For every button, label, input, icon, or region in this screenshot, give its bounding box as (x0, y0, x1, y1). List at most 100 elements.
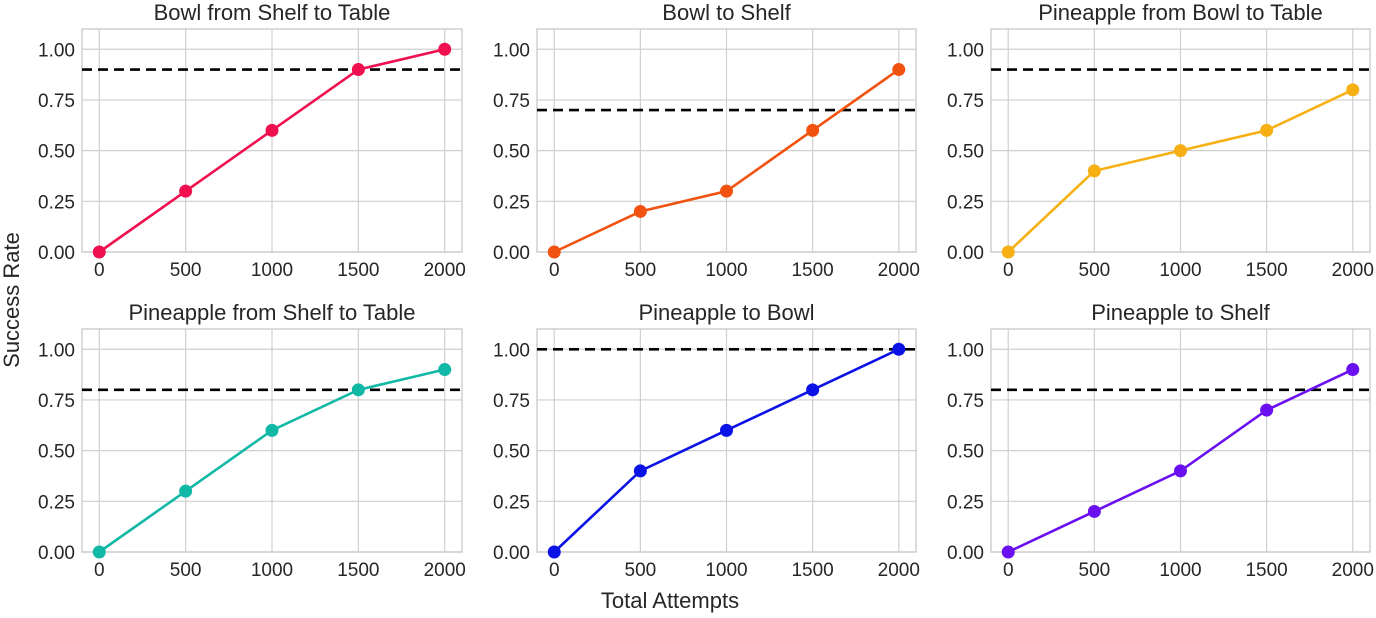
x-tick-label: 0 (94, 260, 105, 281)
data-point (1087, 504, 1101, 518)
y-tick-label: 0.00 (38, 243, 75, 264)
data-point (892, 63, 906, 77)
data-point (92, 545, 106, 559)
data-point (1260, 403, 1274, 417)
subplot-title: Pineapple to Shelf (1091, 300, 1270, 325)
y-tick-label: 0.00 (493, 243, 530, 264)
y-tick-label: 0.75 (38, 91, 75, 112)
axes-frame (81, 28, 463, 253)
data-point (720, 423, 733, 437)
x-tick-label: 500 (625, 260, 657, 281)
y-tick-label: 0.25 (38, 192, 75, 213)
x-tick-label: 2000 (1332, 260, 1374, 281)
axes-frame (990, 28, 1371, 253)
x-tick-label: 500 (170, 560, 202, 581)
subplot-title: Bowl from Shelf to Table (154, 0, 391, 25)
x-tick-label: 1000 (1159, 260, 1201, 281)
y-tick-label: 0.25 (493, 192, 530, 213)
y-tick-label: 0.00 (947, 543, 984, 564)
x-tick-label: 0 (1003, 560, 1014, 581)
x-tick-label: 1500 (791, 560, 833, 581)
subplot-4: 0 500 1000 1500 2000 0.00 0.25 0.50 0.75 1.00 Pine… (38, 300, 466, 581)
data-point (265, 423, 279, 437)
subplot-2: 0 500 1000 1500 2000 0.00 0.25 0.50 0.75 1.00 Bowl… (493, 0, 920, 281)
data-point (892, 342, 906, 356)
data-point (1001, 545, 1015, 559)
data-point (1260, 123, 1274, 137)
data-point (1174, 144, 1187, 158)
data-point (633, 464, 647, 478)
subplot-title: Pineapple from Shelf to Table (129, 300, 416, 325)
subplot-3: 0 500 1000 1500 2000 0.00 0.25 0.50 0.75 1.00 Pine… (947, 0, 1374, 281)
y-tick-label: 1.00 (493, 40, 530, 61)
y-tick-label: 0.25 (493, 492, 530, 513)
x-tick-label: 2000 (878, 560, 920, 581)
x-tick-label: 1000 (705, 560, 747, 581)
y-tick-label: 1.00 (38, 40, 75, 61)
x-tick-label: 500 (625, 560, 657, 581)
y-tick-label: 0.75 (947, 91, 984, 112)
y-tick-label: 1.00 (38, 340, 75, 361)
y-tick-label: 1.00 (947, 40, 984, 61)
y-axis-label: Success Rate (0, 232, 24, 368)
y-tick-label: 0.75 (38, 391, 75, 412)
x-tick-label: 1500 (1245, 560, 1287, 581)
y-tick-label: 0.00 (38, 543, 75, 564)
subplot-title: Pineapple from Bowl to Table (1038, 0, 1323, 25)
x-tick-label: 1000 (1159, 560, 1201, 581)
axes-frame (536, 28, 917, 253)
axes-frame (536, 328, 917, 553)
y-tick-label: 1.00 (493, 340, 530, 361)
subplot-5: 0 500 1000 1500 2000 0.00 0.25 0.50 0.75 1.00 Pine… (493, 300, 920, 581)
axes-frame (81, 328, 463, 553)
x-tick-label: 1000 (705, 260, 747, 281)
x-tick-label: 500 (1079, 260, 1111, 281)
y-tick-label: 0.50 (947, 142, 984, 163)
data-point (547, 245, 561, 259)
data-point (806, 123, 820, 137)
data-point (351, 383, 365, 397)
x-tick-label: 1500 (337, 560, 379, 581)
x-tick-label: 1000 (251, 260, 293, 281)
data-point (438, 42, 452, 56)
y-tick-label: 0.00 (947, 243, 984, 264)
y-tick-label: 0.25 (38, 492, 75, 513)
data-point (179, 184, 193, 198)
x-tick-label: 0 (549, 260, 560, 281)
x-tick-label: 0 (1003, 260, 1014, 281)
x-tick-label: 1500 (337, 260, 379, 281)
y-tick-label: 0.50 (38, 442, 75, 463)
x-tick-label: 0 (94, 560, 105, 581)
y-tick-label: 0.50 (947, 442, 984, 463)
data-point (633, 204, 647, 218)
y-tick-label: 0.50 (493, 142, 530, 163)
subplot-6: 0 500 1000 1500 2000 0.00 0.25 0.50 0.75 1.00 Pine… (947, 300, 1374, 581)
data-point (1087, 164, 1101, 178)
y-tick-label: 0.75 (493, 391, 530, 412)
x-tick-label: 2000 (424, 560, 466, 581)
x-tick-label: 500 (170, 260, 202, 281)
data-point (806, 383, 820, 397)
data-point (438, 363, 452, 377)
data-point (265, 123, 279, 137)
data-point (1346, 83, 1360, 97)
data-point (1174, 464, 1187, 478)
y-tick-label: 0.00 (493, 543, 530, 564)
data-point (1346, 363, 1360, 377)
y-tick-label: 1.00 (947, 340, 984, 361)
data-point (92, 245, 106, 259)
data-point (720, 184, 733, 198)
data-point (351, 63, 365, 77)
axes-frame (990, 328, 1371, 553)
x-tick-label: 500 (1079, 560, 1111, 581)
x-tick-label: 0 (549, 560, 560, 581)
x-tick-label: 2000 (424, 260, 466, 281)
x-tick-label: 2000 (878, 260, 920, 281)
y-tick-label: 0.50 (38, 142, 75, 163)
x-tick-label: 1500 (1245, 260, 1287, 281)
x-tick-label: 1500 (791, 260, 833, 281)
y-tick-label: 0.25 (947, 492, 984, 513)
data-point (547, 545, 561, 559)
x-tick-label: 2000 (1332, 560, 1374, 581)
subplot-title: Bowl to Shelf (662, 0, 791, 25)
